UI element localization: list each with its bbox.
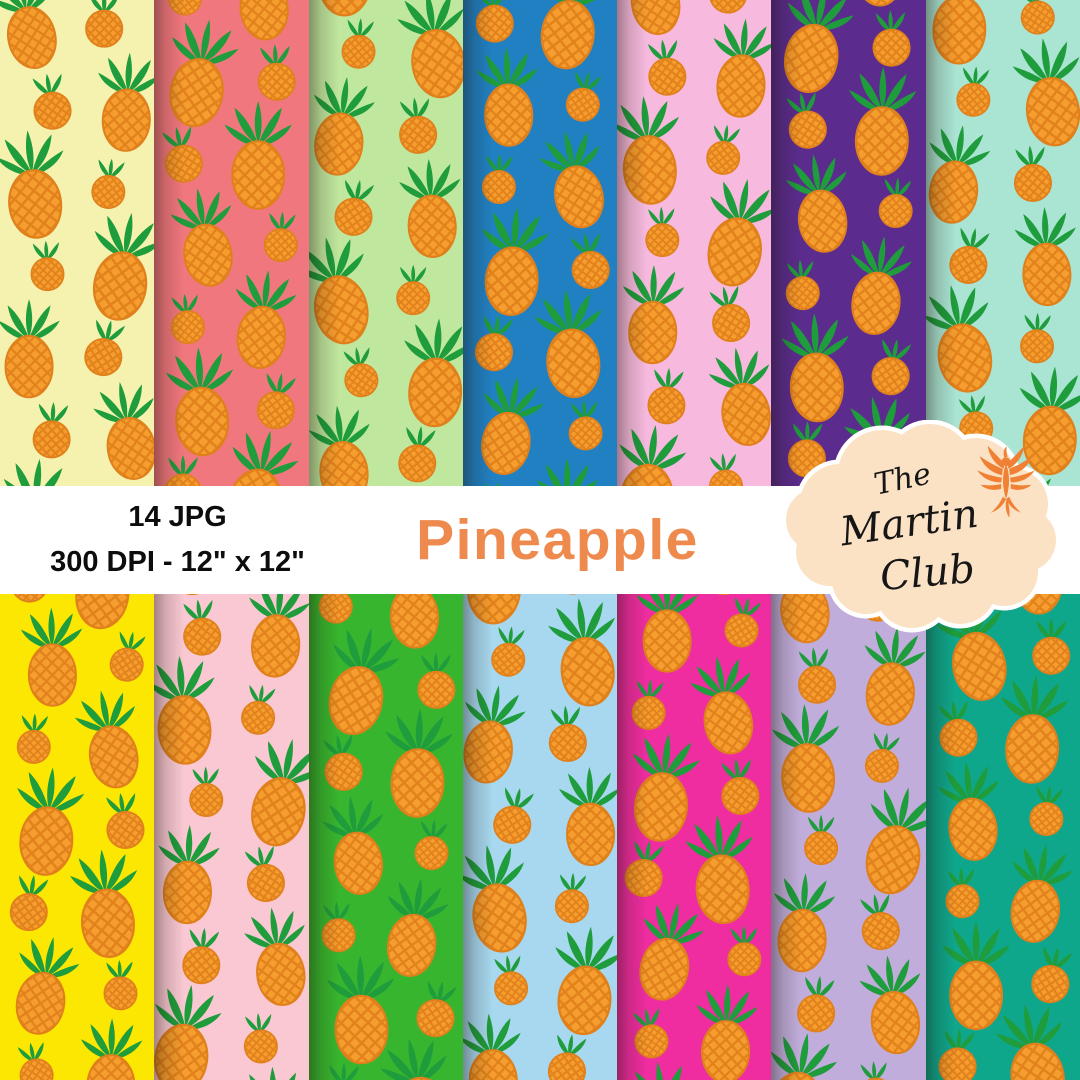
paper-strip-pale-yellow bbox=[0, 0, 155, 486]
pineapple-pattern bbox=[771, 594, 925, 1080]
paper-strip-pink bbox=[617, 0, 772, 486]
paper-strip-aqua bbox=[925, 0, 1080, 486]
pineapple-pattern bbox=[617, 594, 771, 1080]
paper-strip-light-green bbox=[308, 0, 463, 486]
pineapple-pattern bbox=[771, 0, 925, 486]
brand-badge: The Martin Club bbox=[778, 420, 1066, 636]
pineapple-pattern bbox=[926, 0, 1080, 486]
paper-grid-bottom bbox=[0, 594, 1080, 1080]
paper-strip-blue bbox=[462, 0, 618, 486]
phoenix-icon bbox=[966, 440, 1046, 520]
pineapple-pattern bbox=[0, 594, 154, 1080]
paper-strip-teal bbox=[925, 594, 1080, 1080]
pineapple-pattern bbox=[309, 0, 463, 486]
pineapple-pattern bbox=[154, 0, 308, 486]
pineapple-pattern bbox=[926, 594, 1080, 1080]
file-specs: 14 JPG 300 DPI - 12" x 12" bbox=[0, 495, 355, 585]
paper-strip-coral bbox=[154, 0, 309, 486]
pineapple-pattern bbox=[463, 0, 617, 486]
pineapple-pattern bbox=[617, 0, 771, 486]
spec-dpi-size: 300 DPI - 12" x 12" bbox=[50, 546, 305, 578]
pineapple-pattern bbox=[0, 0, 154, 486]
paper-grid-top bbox=[0, 0, 1080, 486]
paper-strip-lavender bbox=[771, 594, 926, 1080]
pineapple-pattern bbox=[463, 594, 617, 1080]
paper-strip-light-blue bbox=[462, 594, 618, 1080]
paper-strip-magenta bbox=[617, 594, 772, 1080]
brand-name-club: Club bbox=[878, 545, 977, 601]
product-title: Pineapple bbox=[416, 508, 699, 572]
spec-file-count: 14 JPG bbox=[128, 501, 227, 534]
pineapple-pattern bbox=[154, 594, 308, 1080]
paper-strip-green bbox=[308, 594, 463, 1080]
paper-strip-blush-pink bbox=[154, 594, 309, 1080]
pineapple-pattern bbox=[309, 594, 463, 1080]
paper-strip-yellow bbox=[0, 594, 155, 1080]
paper-strip-purple bbox=[771, 0, 926, 486]
